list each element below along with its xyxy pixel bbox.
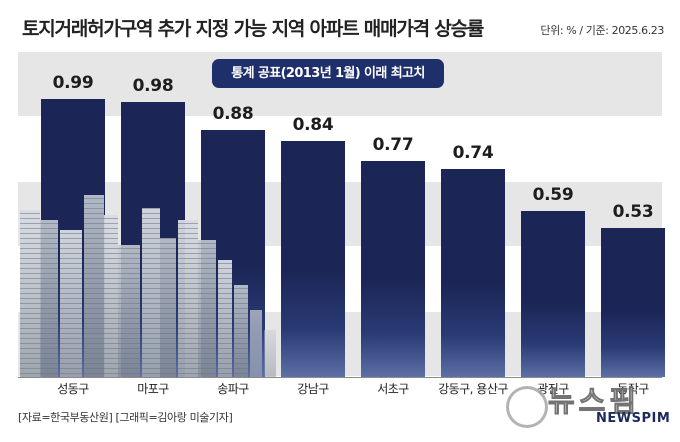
data-label: 0.98 [132, 75, 174, 96]
bar [361, 160, 425, 377]
data-label: 0.77 [372, 134, 414, 155]
logo-english: NEWSPIM [596, 411, 671, 426]
bar [441, 169, 505, 377]
x-tick-label: 동작구 [617, 382, 649, 396]
bar [281, 140, 345, 377]
bar [601, 228, 665, 377]
bar [41, 98, 105, 377]
x-axis-line [18, 377, 662, 378]
bar [521, 211, 585, 377]
bar [201, 129, 265, 377]
data-label: 0.84 [292, 114, 334, 135]
data-label: 0.53 [612, 202, 654, 223]
unit-note: 단위: % / 기준: 2025.6.23 [540, 24, 664, 37]
data-label: 0.99 [52, 72, 94, 93]
logo-korean: 뉴스핌 [547, 384, 641, 419]
source-note: [자료=한국부동산원] [그래픽=김아랑 미술기자] [18, 411, 233, 424]
bar [121, 101, 185, 377]
data-label: 0.74 [452, 143, 494, 164]
chart-title: 토지거래허가구역 추가 지정 가능 지역 아파트 매매가격 상승률 [22, 18, 484, 40]
newspim-logo: 뉴스핌 NEWSPIM [506, 378, 670, 438]
x-tick-label: 강동구, 용산구 [438, 382, 508, 396]
x-tick-label: 서초구 [377, 382, 409, 396]
x-tick-label: 성동구 [57, 382, 89, 396]
x-tick-label: 송파구 [217, 382, 249, 396]
data-label: 0.88 [212, 103, 254, 124]
record-high-banner: 통계 공표(2013년 1월) 이래 최고치 [212, 59, 444, 88]
data-label: 0.59 [532, 185, 574, 206]
x-tick-label: 강남구 [297, 382, 329, 396]
x-tick-label: 광진구 [537, 382, 569, 396]
x-tick-label: 마포구 [137, 382, 169, 396]
logo-ring-icon [506, 386, 548, 428]
